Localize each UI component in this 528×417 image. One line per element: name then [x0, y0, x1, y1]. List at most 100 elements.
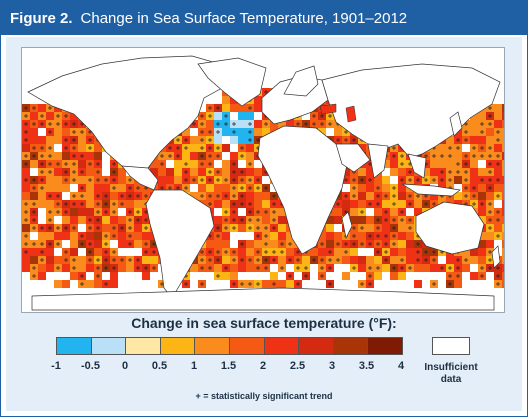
significance-marker — [40, 242, 44, 246]
significance-marker — [176, 146, 180, 150]
significance-marker — [296, 258, 300, 262]
significance-marker — [352, 186, 356, 190]
significance-marker — [136, 194, 140, 198]
ocean-cell — [318, 248, 326, 256]
ocean-cell — [230, 104, 238, 112]
ocean-cell — [366, 216, 374, 224]
significance-marker — [48, 218, 52, 222]
ocean-cell — [334, 128, 342, 136]
significance-marker — [384, 242, 388, 246]
ocean-cell — [222, 200, 230, 208]
ocean-cell — [342, 168, 350, 176]
significance-marker — [256, 234, 260, 238]
significance-marker — [488, 266, 492, 270]
significance-marker — [32, 122, 36, 126]
significance-marker — [392, 186, 396, 190]
ocean-cell — [222, 144, 230, 152]
significance-marker — [392, 154, 396, 158]
ocean-cell — [30, 248, 38, 256]
ocean-cell — [190, 152, 198, 160]
significance-marker — [168, 146, 172, 150]
ocean-cell — [254, 192, 262, 200]
significance-marker — [328, 258, 332, 262]
significance-marker — [392, 146, 396, 150]
significance-marker — [408, 218, 412, 222]
significance-marker — [296, 266, 300, 270]
significance-marker — [264, 210, 268, 214]
significance-marker — [376, 242, 380, 246]
significance-marker — [176, 138, 180, 142]
significance-marker — [320, 114, 324, 118]
ocean-cell — [30, 136, 38, 144]
figure-title: Change in Sea Surface Temperature, 1901–… — [80, 9, 408, 27]
significance-marker — [496, 138, 500, 142]
significance-marker — [216, 178, 220, 182]
significance-marker — [80, 282, 84, 286]
significance-marker — [24, 162, 28, 166]
ocean-cell — [262, 200, 270, 208]
scale-tick-label: -0.5 — [81, 360, 100, 372]
significance-marker — [72, 138, 76, 142]
ocean-cell — [22, 192, 30, 200]
ocean-cell — [70, 208, 78, 216]
ocean-cell — [246, 152, 254, 160]
ocean-cell — [110, 272, 118, 280]
significance-marker — [328, 122, 332, 126]
significance-marker — [112, 186, 116, 190]
ocean-cell — [30, 192, 38, 200]
ocean-cell — [230, 152, 238, 160]
ocean-cell — [54, 168, 62, 176]
significance-marker — [448, 154, 452, 158]
ocean-cell — [190, 192, 198, 200]
ocean-cell — [454, 192, 462, 200]
significance-marker — [360, 242, 364, 246]
significance-marker — [448, 266, 452, 270]
scale-tick-label: 3.5 — [358, 360, 375, 372]
significance-marker — [312, 122, 316, 126]
significance-marker — [184, 146, 188, 150]
ocean-cell — [246, 168, 254, 176]
significance-marker — [272, 258, 276, 262]
ocean-cell — [118, 176, 126, 184]
significance-marker — [104, 210, 108, 214]
color-scale — [56, 337, 403, 355]
ocean-cell — [486, 128, 494, 136]
significance-marker — [40, 146, 44, 150]
significance-marker — [232, 178, 236, 182]
ocean-cell — [350, 248, 358, 256]
significance-marker — [288, 274, 292, 278]
significance-marker — [304, 274, 308, 278]
significance-marker — [104, 282, 108, 286]
ocean-cell — [62, 128, 70, 136]
ocean-cell — [470, 120, 478, 128]
insufficient-data-line-2: data — [440, 374, 462, 385]
ocean-cell — [62, 216, 70, 224]
scale-tick-label: 0.5 — [151, 360, 168, 372]
significance-marker — [248, 186, 252, 190]
ocean-cell — [502, 136, 510, 144]
scale-swatch — [229, 338, 265, 354]
ocean-cell — [502, 168, 510, 176]
significance-marker — [232, 162, 236, 166]
ocean-cell — [414, 208, 422, 216]
ocean-cell — [62, 232, 70, 240]
significance-marker — [256, 210, 260, 214]
significance-marker — [232, 122, 236, 126]
significance-marker — [272, 194, 276, 198]
significance-marker — [72, 258, 76, 262]
significance-marker — [392, 218, 396, 222]
ocean-cell — [30, 256, 38, 264]
significance-marker — [112, 258, 116, 262]
indonesia — [401, 183, 461, 197]
ocean-cell — [470, 248, 478, 256]
significance-marker — [56, 162, 60, 166]
significance-marker — [488, 106, 492, 110]
significance-marker — [320, 274, 324, 278]
significance-marker — [128, 258, 132, 262]
significance-marker — [144, 250, 148, 254]
significance-marker — [48, 170, 52, 174]
significance-marker — [168, 154, 172, 158]
ocean-cell — [94, 232, 102, 240]
ocean-cell — [390, 256, 398, 264]
ocean-cell — [54, 280, 62, 288]
